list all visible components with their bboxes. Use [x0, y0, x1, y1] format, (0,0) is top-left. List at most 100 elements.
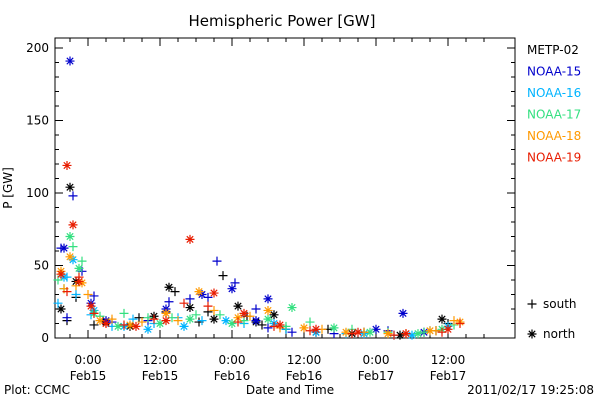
point-noaa-18-north — [65, 252, 75, 262]
point-noaa-19-north — [185, 234, 195, 244]
point-noaa-19-south — [149, 314, 159, 324]
point-noaa-17-north — [113, 321, 123, 331]
point-noaa-15-south — [263, 323, 273, 333]
point-noaa-17-north — [287, 303, 297, 313]
legend: METP-02 NOAA-15 NOAA-16 NOAA-17 NOAA-18 NOAA-… — [527, 43, 581, 341]
point-noaa-15-south — [185, 294, 195, 304]
x-tick-label-time: 0:00 — [363, 353, 390, 367]
y-tick-label: 150 — [26, 114, 49, 128]
point-noaa-17-north — [227, 319, 237, 328]
point-noaa-19-south — [305, 326, 315, 336]
point-noaa-15-south — [62, 313, 72, 323]
point-noaa-19-north — [131, 321, 141, 331]
point-noaa-19-north — [353, 327, 363, 337]
point-noaa-17-south — [119, 308, 129, 318]
point-noaa-17-south — [143, 313, 153, 323]
point-noaa-17-north — [365, 327, 375, 337]
point-noaa-19-south — [62, 287, 72, 297]
point-metp-02-north — [233, 301, 243, 311]
point-noaa-17-north — [65, 232, 75, 241]
x-axis: 0:00 Feb15 12:00 Feb15 0:00 Feb16 12:00 Feb16 0:… — [69, 38, 485, 383]
point-noaa-17-north — [185, 314, 195, 324]
point-noaa-15-north — [59, 243, 69, 253]
x-tick-label-time: 12:00 — [287, 353, 322, 367]
point-noaa-19-north — [443, 324, 453, 334]
legend-symbol-star — [527, 329, 537, 339]
data-points — [53, 56, 465, 340]
point-noaa-17-south — [419, 327, 429, 337]
point-noaa-19-north — [275, 320, 285, 330]
point-noaa-18-north — [125, 320, 135, 330]
point-noaa-17-south — [191, 310, 201, 320]
point-noaa-19-south — [233, 317, 243, 327]
point-noaa-15-south — [68, 191, 78, 201]
point-noaa-17-south — [305, 317, 315, 327]
legend-label-metp-02: METP-02 — [527, 43, 579, 57]
point-noaa-18-north — [383, 329, 393, 339]
x-tick-label-date: Feb15 — [70, 369, 107, 383]
point-noaa-15-north — [227, 284, 237, 294]
point-metp-02-north — [437, 314, 447, 324]
point-noaa-19-north — [311, 324, 321, 334]
point-noaa-18-north — [263, 305, 273, 315]
point-noaa-15-north — [398, 308, 408, 318]
point-noaa-16-north — [143, 324, 153, 334]
point-noaa-17-north — [413, 329, 423, 339]
point-noaa-19-south — [455, 319, 465, 328]
point-noaa-17-south — [215, 310, 225, 320]
y-tick-label: 200 — [26, 41, 49, 55]
y-axis: 0 50 100 150 200 — [26, 41, 515, 345]
legend-label-noaa-17: NOAA-17 — [527, 108, 581, 122]
legend-label-noaa-18: NOAA-18 — [527, 129, 581, 143]
point-noaa-18-south — [209, 305, 219, 315]
plot-credit: Plot: CCMC — [4, 383, 70, 397]
point-noaa-19-south — [89, 308, 99, 318]
chart-title: Hemispheric Power [GW] — [189, 12, 376, 30]
point-noaa-17-south — [68, 242, 78, 252]
y-axis-label: P [GW] — [1, 167, 15, 209]
point-metp-02-north — [185, 303, 195, 313]
point-noaa-19-south — [119, 320, 129, 330]
legend-label-noaa-16: NOAA-16 — [527, 86, 581, 100]
point-noaa-18-south — [173, 316, 183, 326]
point-noaa-17-north — [155, 319, 165, 328]
point-noaa-16-north — [221, 316, 231, 326]
point-metp-02-north — [209, 314, 219, 324]
plot-area-frame — [54, 37, 516, 339]
point-noaa-18-south — [137, 317, 147, 327]
point-noaa-15-north — [65, 56, 75, 66]
legend-symbol-plus — [527, 299, 537, 309]
point-noaa-15-south — [287, 327, 297, 337]
x-tick-label-time: 12:00 — [431, 353, 466, 367]
point-noaa-16-south — [197, 316, 207, 326]
point-noaa-17-south — [77, 256, 87, 266]
point-metp-02-south — [89, 320, 99, 330]
point-noaa-17-north — [329, 323, 339, 333]
point-metp-02-north — [395, 330, 405, 340]
point-noaa-18-north — [425, 326, 435, 336]
point-metp-02-north — [56, 304, 66, 314]
point-noaa-18-north — [95, 316, 105, 326]
point-noaa-19-south — [269, 321, 279, 331]
x-tick-label-time: 0:00 — [75, 353, 102, 367]
x-axis-label: Date and Time — [246, 383, 334, 397]
x-tick-label-time: 0:00 — [219, 353, 246, 367]
point-noaa-16-south — [53, 298, 63, 308]
point-noaa-19-north — [74, 276, 84, 286]
point-noaa-19-south — [347, 329, 357, 339]
point-noaa-19-north — [56, 269, 66, 279]
point-metp-02-north — [65, 182, 75, 192]
legend-label-noaa-19: NOAA-19 — [527, 151, 581, 165]
point-noaa-15-south — [164, 297, 174, 307]
x-tick-label-date: Feb16 — [286, 369, 323, 383]
point-noaa-16-north — [407, 330, 417, 340]
plot-timestamp: 2011/02/17 19:25:08 — [467, 383, 594, 397]
point-noaa-15-north — [251, 316, 261, 326]
x-tick-label-date: Feb17 — [430, 369, 467, 383]
point-noaa-17-north — [263, 314, 273, 324]
point-noaa-19-south — [179, 298, 189, 308]
point-noaa-18-north — [77, 278, 87, 288]
legend-label-noaa-15: NOAA-15 — [527, 65, 581, 79]
point-noaa-17-south — [281, 321, 291, 331]
point-noaa-18-north — [341, 327, 351, 337]
